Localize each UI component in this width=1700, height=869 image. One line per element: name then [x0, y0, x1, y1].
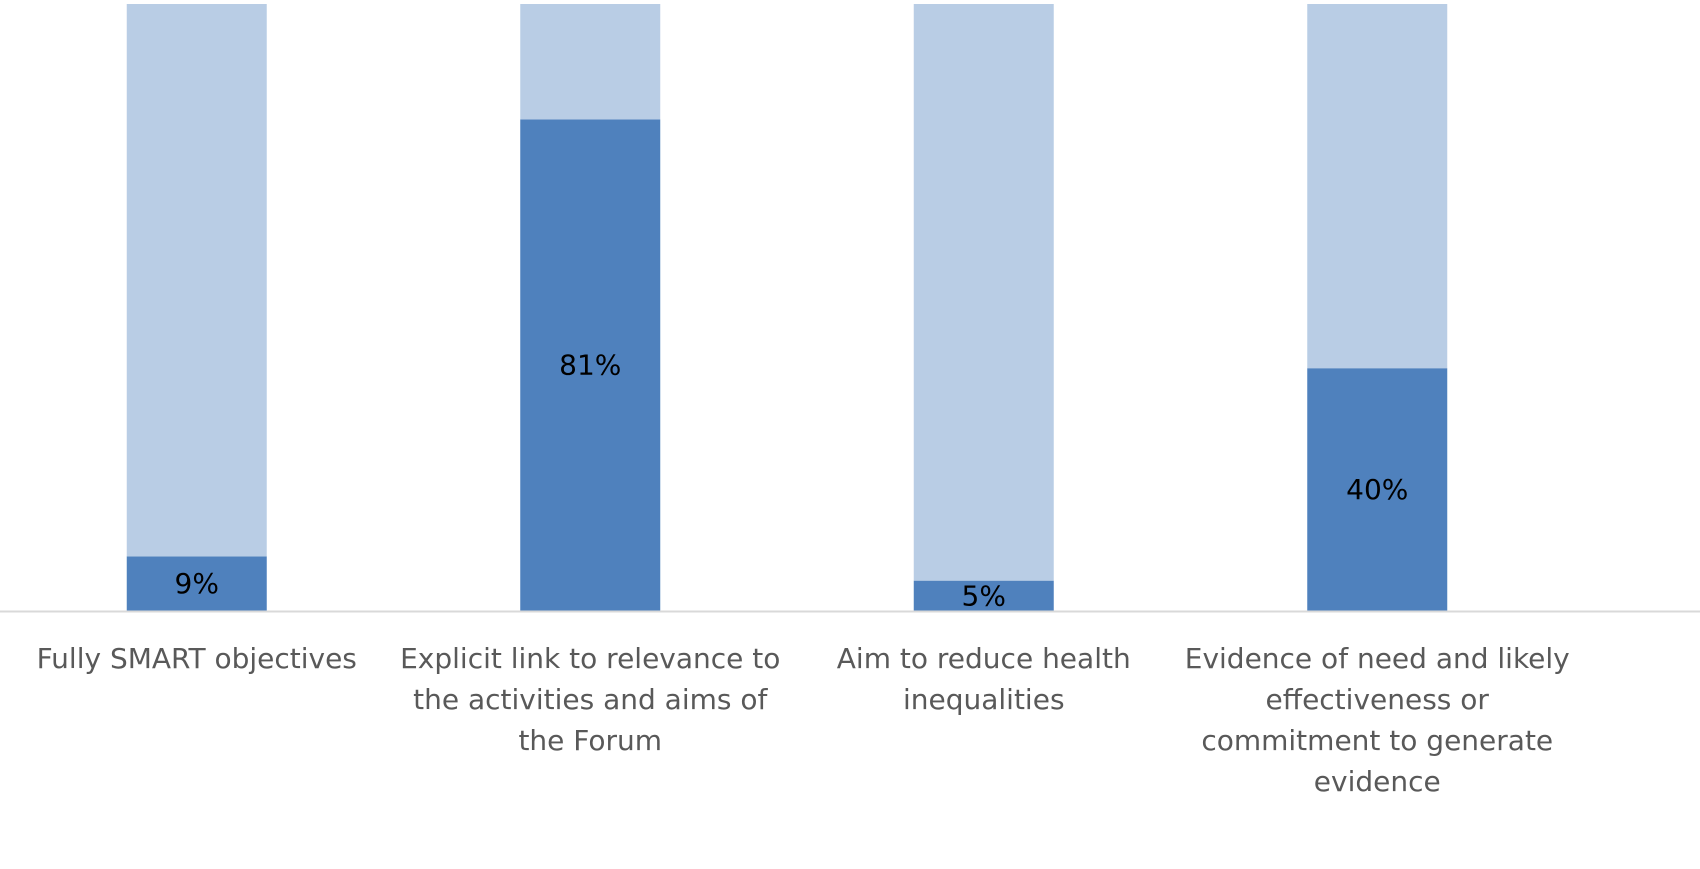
- bars-layer: [126, 4, 1448, 611]
- category-tick-label: inequalities: [903, 683, 1065, 716]
- bar-remainder-segment: [126, 4, 267, 557]
- category-tick-label: the Forum: [518, 724, 662, 757]
- category-tick-label: Explicit link to relevance to: [400, 642, 780, 675]
- data-label: 9%: [175, 567, 219, 600]
- bar-value-segment: [913, 580, 1054, 611]
- labels-layer: 9% Fully SMART objectives 81% Explicit link…: [37, 349, 1570, 798]
- category-tick-label: effectiveness or: [1266, 683, 1490, 716]
- category-tick-label: evidence: [1314, 765, 1441, 798]
- category-tick-label: Fully SMART objectives: [37, 642, 357, 675]
- bar-value-segment: [126, 556, 267, 611]
- bar-remainder-segment: [1307, 4, 1448, 369]
- bar-value-segment: [1307, 368, 1448, 611]
- category-tick-label: the activities and aims of: [413, 683, 768, 716]
- bar-remainder-segment: [520, 4, 661, 120]
- bar-remainder-segment: [913, 4, 1054, 581]
- bar-value-segment: [520, 119, 661, 611]
- data-label: 81%: [559, 349, 621, 382]
- data-label: 5%: [962, 579, 1006, 612]
- category-tick-label: commitment to generate: [1201, 724, 1553, 757]
- category-tick-label: Aim to reduce health: [837, 642, 1131, 675]
- category-tick-label: Evidence of need and likely: [1185, 642, 1570, 675]
- data-label: 40%: [1346, 473, 1408, 506]
